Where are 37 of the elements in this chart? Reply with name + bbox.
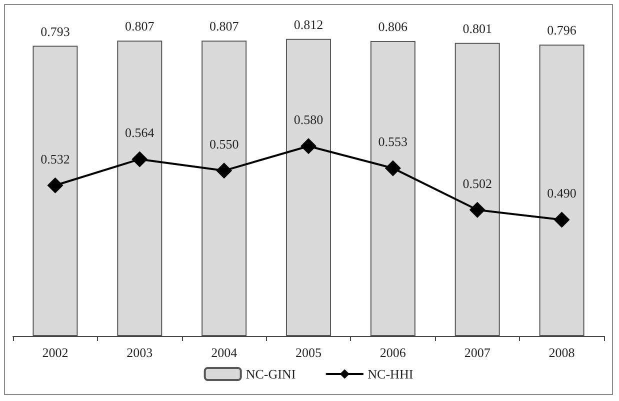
data-label: 0.564 <box>125 125 155 140</box>
data-label: 0.801 <box>462 20 492 36</box>
bar <box>539 44 584 336</box>
x-tick-label: 2002 <box>42 345 68 360</box>
point <box>216 162 232 179</box>
bar <box>32 46 78 336</box>
x-tick-label: 2007 <box>464 345 491 360</box>
data-label: 0.502 <box>462 176 492 191</box>
bar <box>202 40 247 336</box>
bar <box>454 42 500 336</box>
x-tick-label: 2003 <box>126 345 153 360</box>
point <box>300 138 316 154</box>
data-label: 0.807 <box>209 18 240 34</box>
bar <box>117 40 162 336</box>
legend-label: NC-HHI <box>368 366 414 382</box>
data-label: 0.796 <box>547 22 577 38</box>
data-label: 0.806 <box>378 19 408 34</box>
x-tick-label: 2008 <box>548 345 575 360</box>
point <box>469 202 486 218</box>
data-label: 0.553 <box>378 134 408 150</box>
x-tick-label: 2006 <box>380 345 406 360</box>
data-label: 0.580 <box>294 112 324 128</box>
x-tick-label: 2004 <box>211 345 238 360</box>
legend-label: NC-GINI <box>246 366 296 382</box>
point <box>132 151 148 168</box>
data-label: 0.807 <box>125 18 155 34</box>
x-tick-label: 2005 <box>296 345 322 360</box>
bar <box>370 41 416 336</box>
data-label: 0.532 <box>40 151 70 166</box>
data-label: 0.793 <box>40 24 70 39</box>
point <box>384 160 401 176</box>
point <box>47 177 64 194</box>
data-label: 0.550 <box>209 136 239 152</box>
data-label: 0.812 <box>294 16 324 32</box>
data-label: 0.490 <box>547 186 576 201</box>
point <box>554 212 570 228</box>
bar <box>286 38 331 336</box>
